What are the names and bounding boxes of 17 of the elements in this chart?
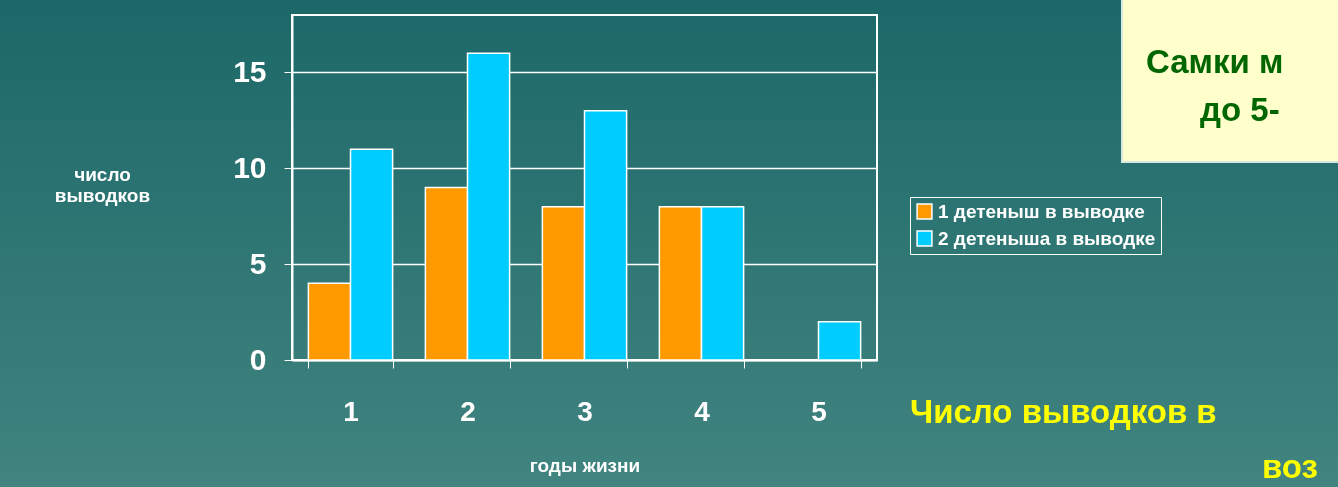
y-tick-label: 0	[249, 342, 267, 376]
x-tick-label: 5	[811, 395, 827, 427]
x-axis-title: годы жизни	[529, 454, 641, 476]
x-tick-label: 2	[460, 395, 476, 427]
x-tick-label: 1	[343, 395, 359, 427]
text: воз	[1262, 448, 1318, 485]
text: Самки м	[1146, 43, 1284, 80]
y-tick-label: 15	[233, 55, 267, 88]
legend-label: 2 детеныша в выводке	[938, 227, 1156, 249]
y-tick-label: 10	[233, 150, 267, 184]
x-tick-label: 3	[577, 395, 593, 427]
text: до 5-	[1200, 91, 1280, 128]
legend-label: 1 детеныш в выводке	[938, 200, 1145, 222]
x-tick-label: 4	[694, 395, 711, 427]
y-tick-label: 5	[249, 246, 267, 280]
y-axis-title: число выводков	[54, 163, 151, 206]
text: Число выводков в	[910, 393, 1217, 430]
